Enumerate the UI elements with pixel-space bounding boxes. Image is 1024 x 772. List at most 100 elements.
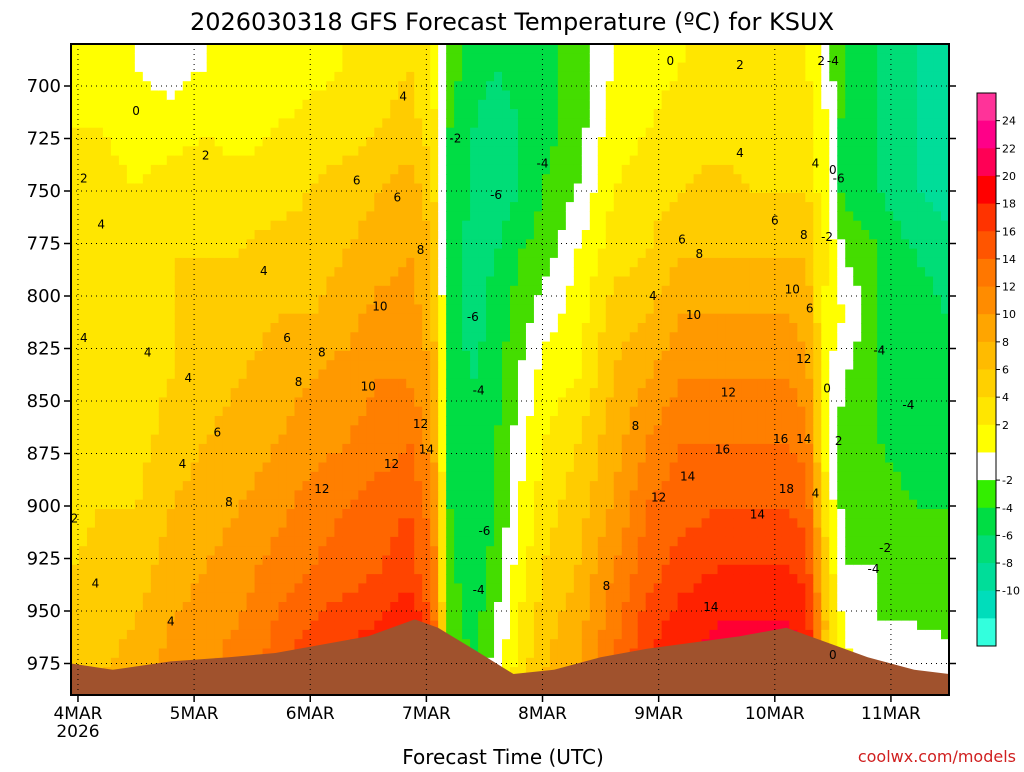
temperature-cell — [174, 360, 184, 371]
temperature-cell — [118, 127, 128, 138]
temperature-cell — [222, 602, 232, 612]
temperature-cell — [621, 490, 631, 501]
temperature-cell — [525, 657, 535, 668]
temperature-cell — [613, 629, 623, 640]
temperature-cell — [158, 583, 168, 594]
temperature-cell — [533, 99, 543, 110]
temperature-cell — [541, 481, 551, 491]
temperature-cell — [86, 304, 96, 315]
temperature-cell — [310, 118, 320, 129]
temperature-cell — [262, 388, 272, 398]
temperature-cell — [102, 620, 112, 631]
temperature-cell — [525, 137, 535, 147]
temperature-cell — [414, 202, 423, 212]
temperature-cell — [478, 285, 487, 296]
temperature-cell — [86, 620, 96, 631]
temperature-cell — [326, 360, 335, 371]
temperature-cell — [581, 304, 591, 315]
temperature-cell — [286, 146, 296, 157]
temperature-cell — [422, 341, 431, 352]
temperature-cell — [565, 183, 575, 194]
temperature-cell — [134, 657, 144, 668]
temperature-cell — [358, 611, 367, 622]
temperature-cell — [581, 53, 591, 64]
temperature-cell — [286, 481, 296, 491]
temperature-cell — [310, 406, 320, 417]
temperature-cell — [126, 164, 136, 175]
temperature-cell — [358, 350, 367, 361]
temperature-cell — [470, 341, 479, 352]
temperature-cell — [254, 555, 264, 566]
temperature-cell — [462, 53, 471, 64]
temperature-cell — [246, 471, 256, 482]
temperature-cell — [86, 202, 96, 212]
temperature-cell — [358, 257, 367, 268]
temperature-cell — [366, 406, 375, 417]
temperature-cell — [462, 360, 471, 371]
temperature-cell — [94, 239, 104, 250]
temperature-cell — [605, 285, 615, 296]
temperature-cell — [310, 620, 320, 631]
temperature-cell — [406, 471, 415, 482]
temperature-cell — [382, 518, 391, 529]
temperature-cell — [278, 62, 288, 73]
temperature-cell — [589, 155, 599, 166]
temperature-cell — [294, 518, 304, 529]
temperature-cell — [206, 509, 216, 519]
temperature-cell — [366, 527, 375, 538]
temperature-cell — [150, 555, 160, 566]
temperature-cell — [182, 109, 192, 119]
temperature-cell — [198, 388, 208, 398]
temperature-cell — [270, 406, 280, 417]
temperature-cell — [270, 90, 280, 101]
temperature-cell — [358, 499, 367, 510]
temperature-cell — [446, 137, 455, 147]
temperature-cell — [502, 620, 511, 631]
temperature-cell — [238, 90, 248, 101]
temperature-cell — [198, 629, 208, 640]
temperature-cell — [494, 509, 503, 519]
temperature-cell — [382, 397, 391, 408]
temperature-cell — [358, 323, 367, 333]
temperature-cell — [230, 388, 240, 398]
temperature-cell — [342, 62, 351, 73]
temperature-cell — [94, 257, 104, 268]
temperature-cell — [525, 323, 535, 333]
temperature-cell — [422, 211, 431, 222]
temperature-cell — [302, 471, 312, 482]
temperature-cell — [78, 295, 88, 305]
temperature-cell — [597, 137, 607, 147]
temperature-cell — [350, 71, 359, 82]
temperature-cell — [565, 81, 575, 92]
temperature-cell — [182, 62, 192, 73]
temperature-cell — [166, 397, 176, 408]
temperature-cell — [150, 592, 160, 603]
temperature-cell — [374, 239, 383, 250]
temperature-cell — [326, 527, 335, 538]
temperature-cell — [310, 360, 320, 371]
temperature-cell — [238, 453, 248, 464]
temperature-cell — [510, 416, 519, 426]
temperature-cell — [549, 313, 559, 324]
temperature-cell — [549, 350, 559, 361]
temperature-cell — [350, 304, 359, 315]
temperature-cell — [589, 555, 599, 566]
temperature-cell — [222, 44, 232, 54]
temperature-cell — [286, 211, 296, 222]
temperature-cell — [286, 425, 296, 436]
temperature-cell — [406, 583, 415, 594]
temperature-cell — [270, 490, 280, 501]
temperature-cell — [78, 239, 88, 250]
temperature-cell — [494, 453, 503, 464]
temperature-cell — [438, 536, 447, 547]
temperature-cell — [589, 583, 599, 594]
temperature-cell — [605, 71, 615, 82]
temperature-cell — [262, 481, 272, 491]
temperature-cell — [318, 406, 328, 417]
temperature-cell — [430, 183, 439, 194]
temperature-cell — [629, 90, 639, 101]
temperature-cell — [581, 183, 591, 194]
temperature-cell — [294, 183, 304, 194]
temperature-cell — [182, 211, 192, 222]
temperature-cell — [629, 518, 639, 529]
